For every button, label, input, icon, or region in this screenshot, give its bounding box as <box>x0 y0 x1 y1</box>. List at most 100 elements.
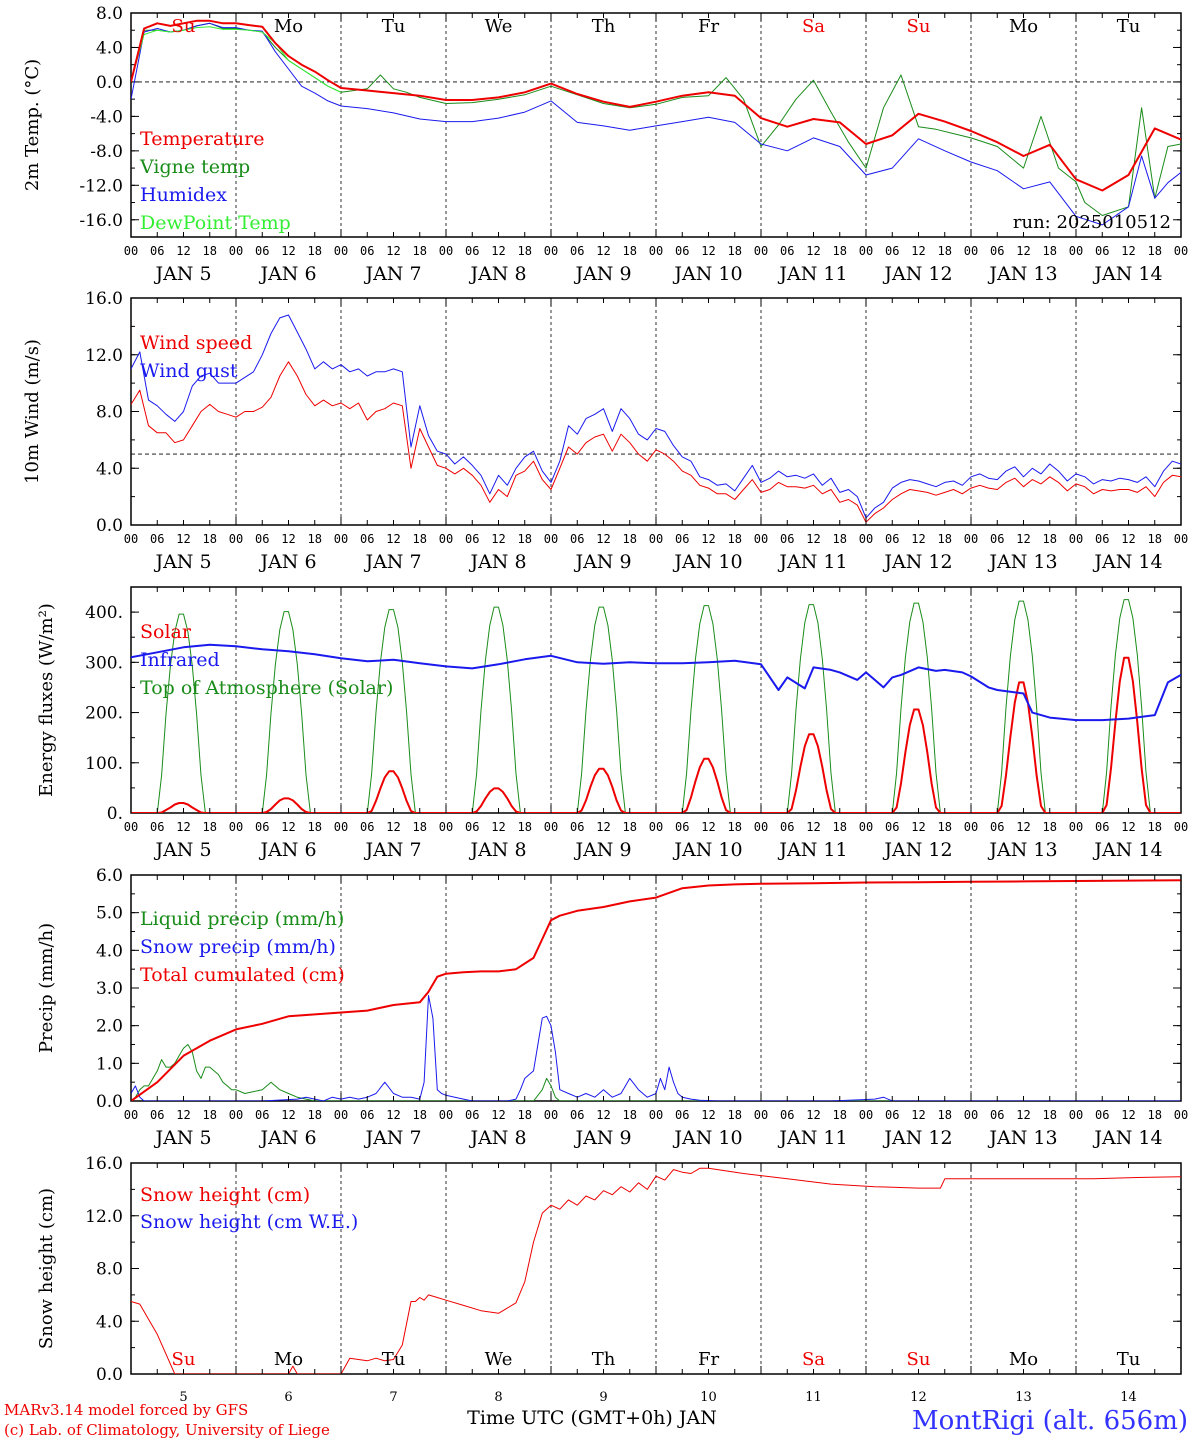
weekday-label: Su <box>907 1349 931 1370</box>
hour-tick-label: 06 <box>675 820 689 834</box>
y-tick-label: -4.0 <box>90 107 123 127</box>
hour-tick-label: 18 <box>518 532 532 546</box>
y-tick-label: 400. <box>85 603 123 623</box>
hour-tick-label: 00 <box>649 532 663 546</box>
day-tick-label: JAN 6 <box>258 263 316 285</box>
series-solar <box>131 656 1181 813</box>
legend-entry: DewPoint Temp <box>140 212 291 234</box>
weekday-label: Fr <box>698 16 719 37</box>
day-tick-label: JAN 11 <box>777 839 847 861</box>
hour-tick-label: 18 <box>623 1108 637 1122</box>
hour-tick-label: 06 <box>570 820 584 834</box>
hour-tick-label: 06 <box>1095 532 1109 546</box>
series-temperature <box>131 19 1181 192</box>
hour-tick-label: 18 <box>1043 1108 1057 1122</box>
hour-tick-label: 00 <box>859 820 873 834</box>
y-tick-label: -8.0 <box>90 142 123 162</box>
hour-tick-label: 06 <box>360 532 374 546</box>
weekday-label: Th <box>592 16 616 37</box>
hour-tick-label: 06 <box>885 244 899 258</box>
hour-tick-label: 06 <box>150 1108 164 1122</box>
legend-entry: Temperature <box>140 128 264 150</box>
panel-wind: 0.0 4.0 8.0 12.0 16.0 10m Wind (m/s) Wind spee… <box>22 289 1188 573</box>
hour-tick-label: 18 <box>833 820 847 834</box>
y-tick-label: 0.0 <box>96 1365 123 1385</box>
hour-tick-label: 06 <box>885 1108 899 1122</box>
hour-tick-label: 00 <box>229 244 243 258</box>
weekday-label: Mo <box>1009 1349 1038 1370</box>
hour-tick-label: 18 <box>308 820 322 834</box>
hour-tick-label: 12 <box>596 532 610 546</box>
hour-tick-label: 18 <box>413 820 427 834</box>
hour-tick-label: 06 <box>990 244 1004 258</box>
y-tick-label: 0.0 <box>96 73 123 93</box>
hour-tick-label: 06 <box>1095 1108 1109 1122</box>
hour-tick-label: 18 <box>1043 532 1057 546</box>
y-tick-label: 0.0 <box>96 516 123 536</box>
day-tick-label: JAN 5 <box>153 839 211 861</box>
hour-tick-label: 12 <box>491 532 505 546</box>
hour-tick-label: 12 <box>1121 820 1135 834</box>
series-dewpoint-temp <box>131 26 342 93</box>
weekday-label: Mo <box>274 1349 303 1370</box>
hour-tick-label: 00 <box>439 820 453 834</box>
y-axis-label: Energy fluxes (W/m²) <box>36 603 57 797</box>
hour-tick-label: 00 <box>754 244 768 258</box>
hour-tick-label: 00 <box>544 820 558 834</box>
hour-tick-label: 18 <box>1148 1108 1162 1122</box>
hour-tick-label: 06 <box>1095 820 1109 834</box>
hour-tick-label: 12 <box>596 244 610 258</box>
hour-tick-label: 00 <box>439 244 453 258</box>
hour-tick-label: 00 <box>754 532 768 546</box>
hour-tick-label: 06 <box>465 532 479 546</box>
hour-tick-label: 12 <box>1121 532 1135 546</box>
panel-precip: 0.0 1.0 2.0 3.0 4.0 5.0 6.0 Precip (mm/h) Liquid… <box>36 866 1188 1149</box>
day-tick-label: JAN 8 <box>468 263 526 285</box>
model-credit: MARv3.14 model forced by GFS <box>4 1401 248 1419</box>
day-tick-label: JAN 14 <box>1092 551 1162 573</box>
series-group <box>131 599 1181 813</box>
hour-tick-label: 18 <box>518 1108 532 1122</box>
hour-tick-label: 06 <box>885 532 899 546</box>
panel-snow: 0.0 4.0 8.0 12.0 16.0 Snow height (cm) Snow he… <box>36 1154 1182 1405</box>
series-group <box>131 19 1181 226</box>
day-tick-label: JAN 11 <box>777 551 847 573</box>
y-tick-label: -12.0 <box>79 176 123 196</box>
hour-tick-label: 00 <box>229 1108 243 1122</box>
series-infrared <box>131 643 1181 722</box>
series-top-of-atmosphere-solar- <box>131 599 1181 813</box>
hour-tick-label: 18 <box>938 244 952 258</box>
hour-tick-label: 00 <box>1174 244 1188 258</box>
day-tick-label: JAN 14 <box>1092 839 1162 861</box>
day-tick-label: JAN 14 <box>1092 263 1162 285</box>
y-tick-label: 300. <box>85 653 123 673</box>
hour-tick-label: 06 <box>465 820 479 834</box>
y-tick-label: 0.0 <box>96 1092 123 1112</box>
hour-tick-label: 12 <box>281 244 295 258</box>
hour-tick-label: 06 <box>780 244 794 258</box>
y-tick-label: 16.0 <box>85 289 123 309</box>
day-tick-label: JAN 12 <box>882 839 952 861</box>
hour-tick-label: 00 <box>1174 820 1188 834</box>
hour-tick-label: 18 <box>1148 532 1162 546</box>
hour-tick-label: 12 <box>386 1108 400 1122</box>
weekday-label: Sa <box>802 1349 825 1370</box>
hour-tick-label: 18 <box>728 244 742 258</box>
hour-tick-label: 00 <box>124 820 138 834</box>
hour-tick-label: 12 <box>911 820 925 834</box>
day-tick-label: JAN 6 <box>258 551 316 573</box>
series-liquid-precip-mm-h- <box>131 1044 1181 1101</box>
legend-entry: Wind speed <box>140 332 252 354</box>
hour-tick-label: 06 <box>255 1108 269 1122</box>
hour-tick-label: 12 <box>1016 532 1030 546</box>
series-wind-gust <box>131 314 1181 519</box>
hour-tick-label: 12 <box>596 1108 610 1122</box>
hour-tick-label: 00 <box>334 532 348 546</box>
hour-tick-label: 12 <box>386 244 400 258</box>
day-number-label: 5 <box>179 1390 187 1405</box>
station-label: MontRigi (alt. 656m) <box>912 1406 1188 1436</box>
hour-tick-label: 00 <box>1174 1108 1188 1122</box>
hour-tick-label: 18 <box>938 1108 952 1122</box>
hour-tick-label: 12 <box>596 820 610 834</box>
y-tick-label: 1.0 <box>96 1054 123 1074</box>
